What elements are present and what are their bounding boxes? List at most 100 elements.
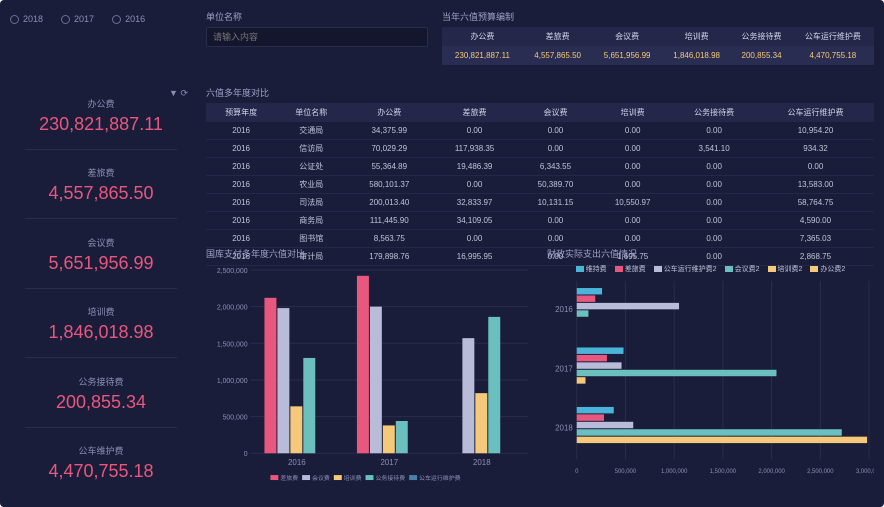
legend-item: 维持费 xyxy=(576,264,607,274)
compare-table: 预算年度单位名称办公费差旅费会议费培训费公务接待费公车运行维护费2016交通局3… xyxy=(206,103,874,266)
budget-cell: 1,846,018.98 xyxy=(662,46,732,65)
year-label: 2018 xyxy=(23,14,43,24)
radio-icon xyxy=(61,15,70,24)
legend-swatch xyxy=(725,266,733,272)
metric-card[interactable]: 培训费 1,846,018.98 xyxy=(6,291,196,359)
compare-cell: 19,486.39 xyxy=(432,158,517,176)
budget-col: 培训费 xyxy=(662,27,732,46)
table-row[interactable]: 2016公证处55,364.8919,486.396,343.550.000.0… xyxy=(206,158,874,176)
compare-cell: 0.00 xyxy=(671,176,757,194)
table-row[interactable]: 2016司法局200,013.4032,833.9710,131.1510,55… xyxy=(206,194,874,212)
hbar-chart-label: 财政实际支出六值情况 xyxy=(547,247,874,260)
compare-cell: 50,389.70 xyxy=(517,176,594,194)
charts-row: 国库支付多年度六值对比 0500,0001,000,0001,500,0002,… xyxy=(202,243,878,497)
svg-text:2,000,000: 2,000,000 xyxy=(758,469,785,475)
compare-cell: 111,445.90 xyxy=(346,212,432,230)
bar-chart-area: 0500,0001,000,0001,500,0002,000,0002,500… xyxy=(206,264,533,484)
compare-cell: 0.00 xyxy=(594,212,671,230)
svg-text:1,000,000: 1,000,000 xyxy=(661,469,688,475)
year-radio[interactable]: 2017 xyxy=(61,14,94,24)
metric-card[interactable]: 会议费5,651,956.99 xyxy=(6,221,196,289)
compare-cell: 34,375.99 xyxy=(346,122,432,140)
compare-col: 培训费 xyxy=(594,103,671,122)
compare-cell: 10,131.15 xyxy=(517,194,594,212)
legend-swatch xyxy=(810,266,818,272)
svg-text:0: 0 xyxy=(575,469,579,475)
metric-card[interactable]: 公务接待费 200,855.34 xyxy=(6,360,196,428)
compare-cell: 商务局 xyxy=(276,212,346,230)
compare-cell: 580,101.37 xyxy=(346,176,432,194)
bar-chart-panel: 国库支付多年度六值对比 0500,0001,000,0001,500,0002,… xyxy=(202,243,537,497)
budget-col: 办公费 xyxy=(442,27,523,46)
hbar-chart-area: 0500,0001,000,0001,500,0002,000,0002,500… xyxy=(547,278,874,478)
svg-text:2016: 2016 xyxy=(288,458,306,467)
compare-cell: 934.32 xyxy=(757,140,874,158)
table-row[interactable]: 2016农业局580,101.370.0050,389.700.000.0013… xyxy=(206,176,874,194)
metric-label: 公车维护费 xyxy=(78,444,123,457)
compare-label: 六值多年度对比 xyxy=(206,86,874,99)
legend-swatch xyxy=(615,266,623,272)
legend-item: 公车运行维护费2 xyxy=(654,264,717,274)
metric-value: 1,846,018.98 xyxy=(48,322,153,343)
compare-cell: 55,364.89 xyxy=(346,158,432,176)
compare-cell: 0.00 xyxy=(517,212,594,230)
year-radio[interactable]: 2016 xyxy=(112,14,145,24)
legend-item: 差旅费 xyxy=(615,264,646,274)
legend-item: 培训费2 xyxy=(768,264,803,274)
budget-col: 差旅费 xyxy=(523,27,593,46)
right-area: 六值多年度对比 预算年度单位名称办公费差旅费会议费培训费公务接待费公车运行维护费… xyxy=(202,82,878,497)
compare-cell: 0.00 xyxy=(757,158,874,176)
legend-swatch xyxy=(768,266,776,272)
compare-col: 公务接待费 xyxy=(671,103,757,122)
svg-text:公务接待费: 公务接待费 xyxy=(375,474,405,482)
metric-label: 培训费 xyxy=(87,305,114,318)
svg-text:2018: 2018 xyxy=(473,458,491,467)
svg-text:2017: 2017 xyxy=(381,458,399,467)
metric-label: 公务接待费 xyxy=(78,375,123,388)
compare-cell: 信访局 xyxy=(276,140,346,158)
compare-cell: 0.00 xyxy=(671,122,757,140)
compare-cell: 70,029.29 xyxy=(346,140,432,158)
hbar-chart-panel: 财政实际支出六值情况 维持费差旅费公车运行维护费2会议费2培训费2办公费2 05… xyxy=(543,243,878,497)
svg-text:公车运行维护费: 公车运行维护费 xyxy=(419,474,461,482)
svg-text:1,500,000: 1,500,000 xyxy=(710,469,737,475)
dashboard-frame: 201820172016 单位名称 当年六值预算编制 办公费差旅费会议费培训费公… xyxy=(0,0,884,507)
compare-cell: 0.00 xyxy=(594,158,671,176)
compare-cell: 2016 xyxy=(206,158,276,176)
svg-text:0: 0 xyxy=(244,451,248,458)
budget-cell: 4,557,865.50 xyxy=(523,46,593,65)
metric-card[interactable]: 差旅费4,557,865.50 xyxy=(6,152,196,220)
svg-text:差旅费: 差旅费 xyxy=(280,474,298,482)
svg-text:2,500,000: 2,500,000 xyxy=(217,268,248,275)
metric-value: 5,651,956.99 xyxy=(48,253,153,274)
table-row[interactable]: 2016交通局34,375.990.000.000.000.0010,954.2… xyxy=(206,122,874,140)
year-radio[interactable]: 2018 xyxy=(10,14,43,24)
compare-col: 办公费 xyxy=(346,103,432,122)
compare-cell: 农业局 xyxy=(276,176,346,194)
table-row[interactable]: 2016商务局111,445.9034,109.050.000.000.004,… xyxy=(206,212,874,230)
legend-item: 办公费2 xyxy=(810,264,845,274)
top-row: 201820172016 单位名称 当年六值预算编制 办公费差旅费会议费培训费公… xyxy=(6,6,878,76)
metrics-sidebar: ▼ ⟳办公费230,821,887.11差旅费4,557,865.50会议费5,… xyxy=(6,82,196,497)
compare-cell: 0.00 xyxy=(671,158,757,176)
budget-col: 公务接待费 xyxy=(731,27,791,46)
compare-cell: 58,764.75 xyxy=(757,194,874,212)
budget-col: 会议费 xyxy=(592,27,662,46)
metric-card[interactable]: 公车维护费4,470,755.18 xyxy=(6,430,196,498)
radio-icon xyxy=(10,15,19,24)
search-input[interactable] xyxy=(206,27,428,47)
budget-table: 办公费差旅费会议费培训费公务接待费公车运行维护费230,821,887.114,… xyxy=(442,27,874,65)
metric-value: 200,855.34 xyxy=(56,392,146,413)
compare-cell: 2016 xyxy=(206,176,276,194)
bar-chart-label: 国库支付多年度六值对比 xyxy=(206,247,533,260)
svg-text:2016: 2016 xyxy=(555,305,573,314)
compare-cell: 200,013.40 xyxy=(346,194,432,212)
table-row[interactable]: 2016信访局70,029.29117,938.350.000.003,541.… xyxy=(206,140,874,158)
legend-swatch xyxy=(576,266,584,272)
filter-icon[interactable]: ▼ ⟳ xyxy=(169,88,188,99)
year-label: 2016 xyxy=(125,14,145,24)
svg-text:1,500,000: 1,500,000 xyxy=(217,341,248,348)
metric-card[interactable]: ▼ ⟳办公费230,821,887.11 xyxy=(6,82,196,150)
metric-value: 4,557,865.50 xyxy=(48,183,153,204)
compare-cell: 6,343.55 xyxy=(517,158,594,176)
